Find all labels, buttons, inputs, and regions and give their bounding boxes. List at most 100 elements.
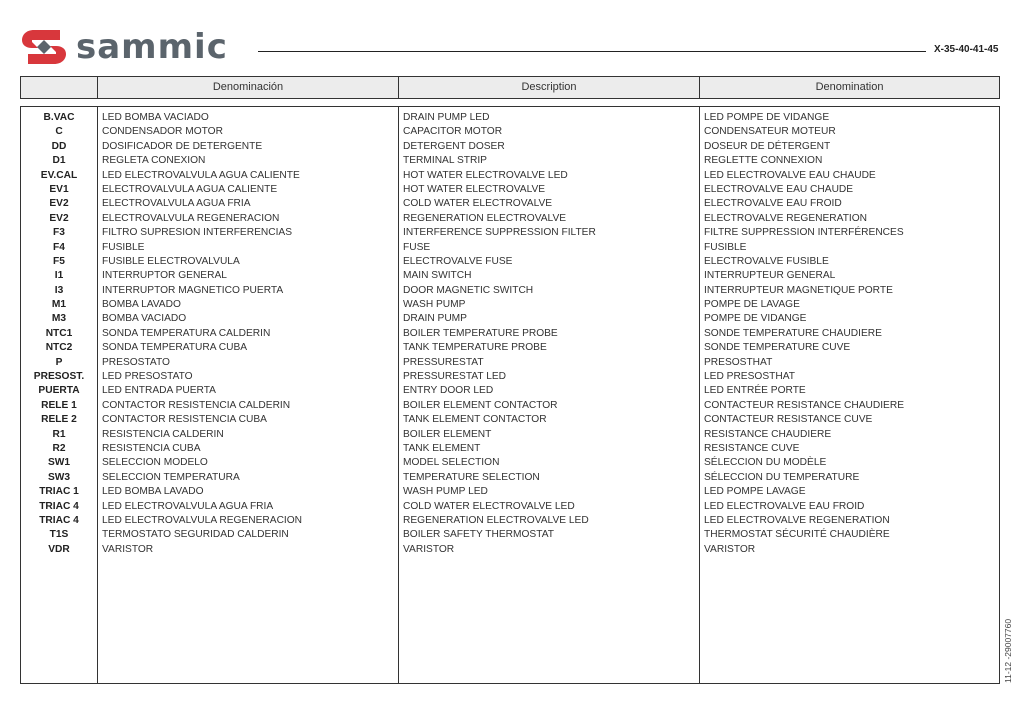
component-code: EV.CAL <box>40 169 78 181</box>
component-name-en: DETERGENT DOSER <box>403 140 505 152</box>
component-name-fr: PRESOSTHAT <box>704 356 773 368</box>
component-code: EV1 <box>49 183 69 195</box>
component-name-es: ELECTROVALVULA AGUA CALIENTE <box>102 183 278 195</box>
component-code: SW3 <box>47 471 71 483</box>
component-code: SW1 <box>47 457 71 469</box>
spanish-column: LED BOMBA VACIADO CONDENSADOR MOTOR DOSIFI… <box>97 107 398 683</box>
header-rule <box>258 51 926 52</box>
component-name-fr: LED ELECTROVALVE EAU CHAUDE <box>704 169 876 181</box>
component-name-fr: LED ELECTROVALVE REGENERATION <box>704 514 890 526</box>
component-name-fr: LED POMPE DE VIDANGE <box>704 112 830 123</box>
component-name-fr: CONTACTEUR RESISTANCE CHAUDIERE <box>704 399 904 411</box>
component-name-es: PRESOSTATO <box>102 356 170 368</box>
component-name-es: LED ENTRADA PUERTA <box>102 385 216 397</box>
component-name-fr: CONTACTEUR RESISTANCE CUVE <box>704 414 873 426</box>
components-table: B.VAC C DD D1 EV.CAL EV1 EV2 EV2 F3 F4 F5 I1 I3 M1 M3 N… <box>20 106 1000 684</box>
side-reference: 11-12 -29007760 <box>1003 618 1013 683</box>
component-name-en: PRESSURESTAT <box>403 356 484 368</box>
component-name-fr: ELECTROVALVE EAU CHAUDE <box>704 183 854 195</box>
component-name-fr: ELECTROVALVE FUSIBLE <box>704 255 829 267</box>
component-name-en: BOILER ELEMENT CONTACTOR <box>403 399 558 411</box>
component-name-es: FUSIBLE ELECTROVALVULA <box>102 255 240 267</box>
component-name-es: CONTACTOR RESISTENCIA CALDERIN <box>102 399 291 411</box>
component-code: P <box>55 356 63 368</box>
component-name-en: REGENERATION ELECTROVALVE LED <box>403 514 589 526</box>
component-code: R1 <box>52 428 66 440</box>
component-name-es: REGLETA CONEXION <box>102 155 206 167</box>
component-name-es: ELECTROVALVULA AGUA FRIA <box>102 198 251 210</box>
component-name-fr: RESISTANCE CHAUDIERE <box>704 428 832 440</box>
component-name-en: WASH PUMP <box>403 299 466 311</box>
component-name-es: CONDENSADOR MOTOR <box>102 126 223 138</box>
component-name-es: ELECTROVALVULA REGENERACION <box>102 212 280 224</box>
component-code: B.VAC <box>43 112 75 123</box>
sammic-emblem-icon <box>22 30 66 64</box>
component-code: M3 <box>51 313 67 325</box>
component-name-en: TERMINAL STRIP <box>403 155 487 167</box>
component-name-fr: VARISTOR <box>704 543 756 555</box>
component-name-fr: FUSIBLE <box>704 241 747 253</box>
component-name-es: RESISTENCIA CALDERIN <box>102 428 224 440</box>
component-name-en: CAPACITOR MOTOR <box>403 126 503 138</box>
component-code: R2 <box>52 442 66 454</box>
component-name-es: INTERRUPTOR GENERAL <box>102 270 227 282</box>
component-code: F5 <box>53 255 65 267</box>
column-header-english: Description <box>398 77 699 98</box>
component-name-fr: LED POMPE LAVAGE <box>704 486 806 498</box>
component-name-fr: ELECTROVALVE EAU FROID <box>704 198 842 210</box>
component-name-es: SELECCION MODELO <box>102 457 208 469</box>
component-name-fr: REGLETTE CONNEXION <box>704 155 823 167</box>
component-name-fr: SONDE TEMPERATURE CUVE <box>704 342 851 354</box>
component-name-fr: FILTRE SUPPRESSION INTERFÉRENCES <box>704 227 904 239</box>
component-name-es: LED BOMBA LAVADO <box>102 486 204 498</box>
component-name-en: INTERFERENCE SUPPRESSION FILTER <box>403 227 596 239</box>
component-name-fr: INTERRUPTEUR GENERAL <box>704 270 836 282</box>
component-code: D1 <box>52 155 66 167</box>
component-name-es: INTERRUPTOR MAGNETICO PUERTA <box>102 284 284 296</box>
component-code: PUERTA <box>38 385 80 397</box>
component-name-en: DRAIN PUMP LED <box>403 112 490 123</box>
component-code: NTC2 <box>45 342 73 354</box>
component-name-en: ELECTROVALVE FUSE <box>403 255 513 267</box>
column-header-code <box>21 77 97 98</box>
component-name-en: BOILER SAFETY THERMOSTAT <box>403 529 554 541</box>
component-name-fr: POMPE DE LAVAGE <box>704 299 800 311</box>
component-name-en: TANK ELEMENT CONTACTOR <box>403 414 547 426</box>
component-name-en: VARISTOR <box>403 543 455 555</box>
component-code: RELE 2 <box>41 414 77 426</box>
component-name-en: DOOR MAGNETIC SWITCH <box>403 284 534 296</box>
english-column: DRAIN PUMP LED CAPACITOR MOTOR DETERGENT D… <box>398 107 699 683</box>
component-name-fr: DOSEUR DE DÉTERGENT <box>704 140 831 152</box>
component-code: F4 <box>53 241 65 253</box>
component-name-en: MODEL SELECTION <box>403 457 500 469</box>
component-name-en: TEMPERATURE SELECTION <box>403 471 540 483</box>
component-name-en: TANK ELEMENT <box>403 442 481 454</box>
document-code: X-35-40-41-45 <box>934 44 999 55</box>
component-code: EV2 <box>49 212 69 224</box>
component-name-es: FILTRO SUPRESION INTERFERENCIAS <box>102 227 292 239</box>
component-name-es: RESISTENCIA CUBA <box>102 442 201 454</box>
component-name-en: HOT WATER ELECTROVALVE LED <box>403 169 568 181</box>
code-column: B.VAC C DD D1 EV.CAL EV1 EV2 EV2 F3 F4 F5 I1 I3 M1 M3 N… <box>21 107 97 683</box>
component-name-en: HOT WATER ELECTROVALVE <box>403 183 546 195</box>
component-name-es: LED ELECTROVALVULA AGUA CALIENTE <box>102 169 300 181</box>
component-code: VDR <box>48 543 70 555</box>
component-name-es: LED BOMBA VACIADO <box>102 112 209 123</box>
component-name-es: SONDA TEMPERATURA CALDERIN <box>102 327 271 339</box>
component-code: TRIAC 4 <box>39 500 79 512</box>
component-code: I3 <box>54 284 64 296</box>
component-code: NTC1 <box>45 327 73 339</box>
component-name-es: DOSIFICADOR DE DETERGENTE <box>102 140 263 152</box>
component-code: RELE 1 <box>41 399 77 411</box>
table-header: Denominación Description Denomination <box>20 76 1000 99</box>
component-code: EV2 <box>49 198 69 210</box>
component-code: TRIAC 4 <box>39 514 79 526</box>
component-name-es: TERMOSTATO SEGURIDAD CALDERIN <box>102 529 289 541</box>
component-name-es: BOMBA VACIADO <box>102 313 187 325</box>
component-code: PRESOST. <box>33 371 85 383</box>
component-name-en: MAIN SWITCH <box>403 270 472 282</box>
component-name-fr: SÉLECCION DU MODÈLE <box>704 457 827 469</box>
component-name-fr: THERMOSTAT SÉCURITÉ CHAUDIÈRE <box>704 529 890 541</box>
component-name-fr: LED ENTRÉE PORTE <box>704 385 806 397</box>
column-header-french: Denomination <box>699 77 999 98</box>
